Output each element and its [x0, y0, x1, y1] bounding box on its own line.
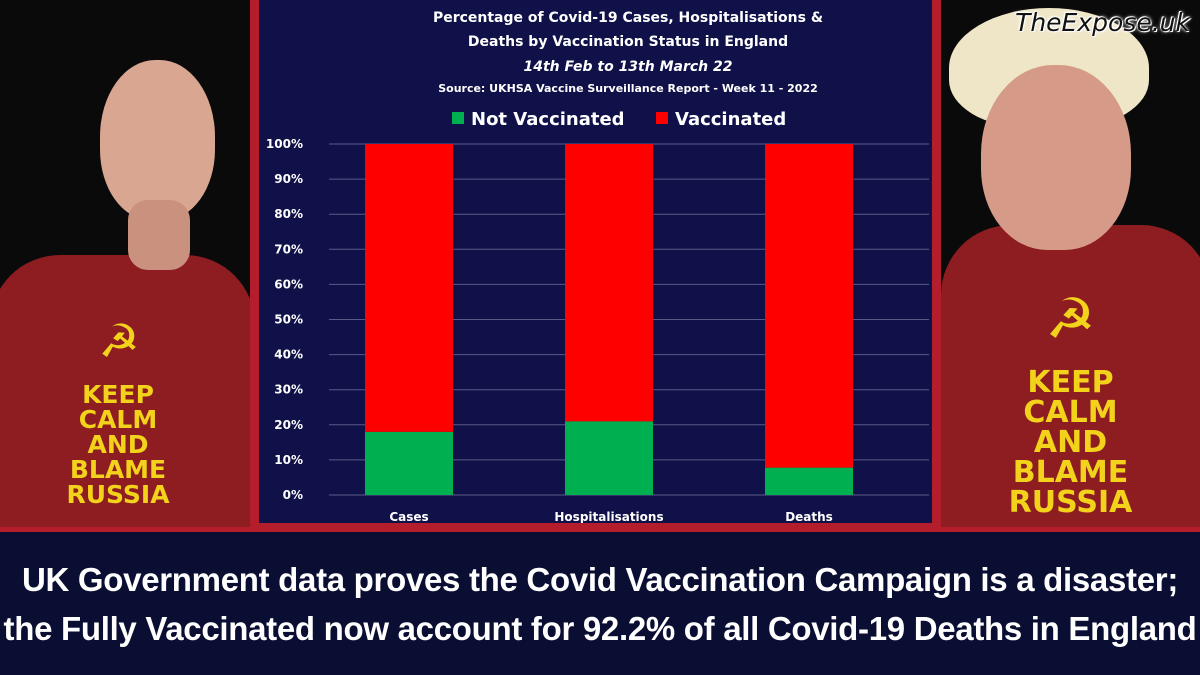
bar-not-vaccinated-hospitalisations — [565, 421, 653, 495]
bar-not-vaccinated-deaths — [765, 467, 853, 495]
left-shirt-text: KEEP CALM AND BLAME RUSSIA — [66, 380, 170, 509]
y-tick-label: 70% — [274, 242, 303, 256]
y-tick-label: 40% — [274, 348, 303, 362]
right-head — [981, 65, 1131, 250]
y-tick-label: 0% — [283, 488, 303, 502]
x-tick-label: Hospitalisations — [554, 510, 663, 523]
chart-subtitle: 14th Feb to 13th March 22 — [524, 59, 733, 75]
x-tick-label: Cases — [389, 510, 428, 523]
y-tick-label: 100% — [266, 137, 303, 151]
legend-swatch-vaccinated — [656, 112, 668, 124]
left-neck — [128, 200, 190, 270]
right-hammer-sickle-icon: ☭ — [1045, 287, 1096, 352]
left-head — [100, 60, 215, 220]
y-tick-label: 20% — [274, 418, 303, 432]
bar-vaccinated-hospitalisations — [565, 144, 653, 422]
right-shirt — [941, 225, 1200, 527]
legend-swatch-not-vaccinated — [452, 112, 464, 124]
legend-label-not-vaccinated: Not Vaccinated — [471, 109, 625, 130]
headline-line-2: the Fully Vaccinated now account for 92.… — [3, 610, 1197, 647]
bar-vaccinated-deaths — [765, 144, 853, 468]
x-tick-label: Deaths — [785, 510, 833, 523]
chart-title-line-2: Deaths by Vaccination Status in England — [468, 34, 788, 50]
chart-frame: Percentage of Covid-19 Cases, Hospitalis… — [250, 0, 941, 527]
y-tick-label: 90% — [274, 172, 303, 186]
headline-line-1: UK Government data proves the Covid Vacc… — [21, 561, 1179, 598]
bar-chart: Percentage of Covid-19 Cases, Hospitalis… — [266, 10, 929, 523]
y-tick-label: 50% — [274, 313, 303, 327]
y-tick-label: 60% — [274, 277, 303, 291]
left-shirt — [0, 255, 250, 527]
brand-watermark: TheExpose.uk — [1015, 8, 1190, 37]
y-tick-label: 10% — [274, 453, 303, 467]
left-hammer-sickle-icon: ☭ — [98, 314, 140, 368]
bar-not-vaccinated-cases — [365, 431, 453, 495]
y-tick-label: 80% — [274, 207, 303, 221]
bar-vaccinated-cases — [365, 144, 453, 432]
chart-panel: Percentage of Covid-19 Cases, Hospitalis… — [259, 0, 932, 523]
right-shirt-text: KEEP CALM AND BLAME RUSSIA — [1008, 365, 1133, 520]
legend-label-vaccinated: Vaccinated — [675, 109, 786, 130]
y-tick-label: 30% — [274, 383, 303, 397]
headline-banner: UK Government data proves the Covid Vacc… — [0, 527, 1200, 675]
chart-source: Source: UKHSA Vaccine Surveillance Repor… — [438, 82, 818, 95]
left-person-image: ☭ KEEP CALM AND BLAME RUSSIA — [0, 0, 250, 527]
right-person-image: ☭ KEEP CALM AND BLAME RUSSIA TheExpose.u… — [941, 0, 1200, 527]
chart-title-line-1: Percentage of Covid-19 Cases, Hospitalis… — [433, 10, 823, 26]
